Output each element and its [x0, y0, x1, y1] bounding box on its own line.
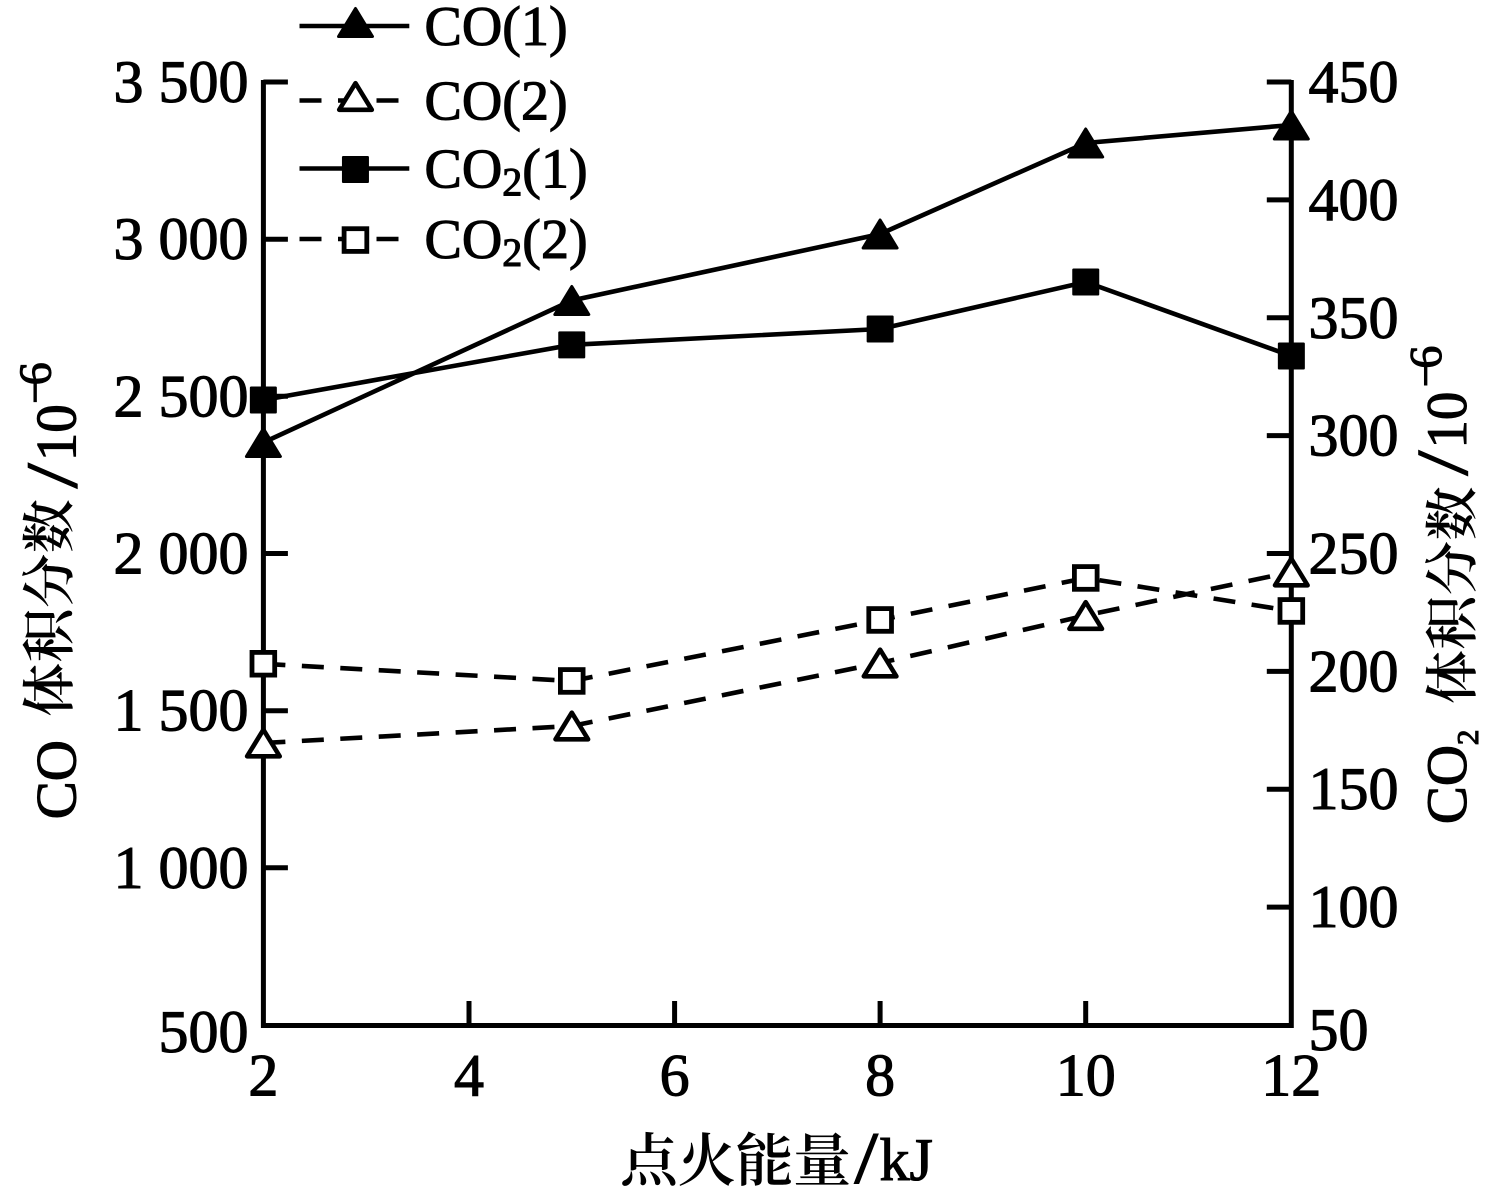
svg-text:6: 6: [10, 362, 61, 385]
svg-text:10: 10: [26, 404, 89, 461]
svg-text:200: 200: [1309, 638, 1399, 704]
svg-text:8: 8: [865, 1043, 895, 1109]
svg-text:CO2(2): CO2(2): [425, 209, 588, 275]
svg-text:CO(2): CO(2): [425, 71, 568, 133]
svg-text:100: 100: [1309, 874, 1399, 940]
svg-text:kJ: kJ: [880, 1127, 933, 1193]
svg-text:4: 4: [454, 1043, 484, 1109]
svg-text:CO2(1): CO2(1): [425, 139, 588, 205]
svg-text:2 500: 2 500: [114, 363, 249, 429]
svg-text:350: 350: [1309, 285, 1399, 351]
svg-text:3 000: 3 000: [114, 206, 249, 272]
svg-text:2 000: 2 000: [114, 521, 249, 587]
svg-text:1 000: 1 000: [114, 835, 249, 901]
svg-text:500: 500: [159, 999, 249, 1065]
svg-text:2: 2: [248, 1043, 278, 1109]
svg-text:50: 50: [1309, 997, 1369, 1063]
svg-text:250: 250: [1309, 521, 1399, 587]
svg-text:400: 400: [1309, 167, 1399, 233]
svg-text:CO: CO: [1416, 745, 1479, 824]
svg-text:150: 150: [1309, 756, 1399, 822]
svg-text:CO(1): CO(1): [425, 0, 568, 58]
svg-text:CO: CO: [26, 740, 89, 819]
svg-text:1 500: 1 500: [114, 678, 249, 744]
svg-text:450: 450: [1309, 49, 1399, 115]
svg-text:2: 2: [1450, 730, 1485, 746]
svg-text:3 500: 3 500: [114, 49, 249, 115]
svg-text:6: 6: [1400, 346, 1451, 369]
svg-text:6: 6: [660, 1043, 690, 1109]
svg-text:300: 300: [1309, 403, 1399, 469]
svg-text:−: −: [10, 378, 61, 404]
svg-text:−: −: [1400, 361, 1451, 387]
svg-text:12: 12: [1261, 1043, 1321, 1109]
svg-text:10: 10: [1056, 1043, 1116, 1109]
svg-text:10: 10: [1416, 392, 1479, 449]
